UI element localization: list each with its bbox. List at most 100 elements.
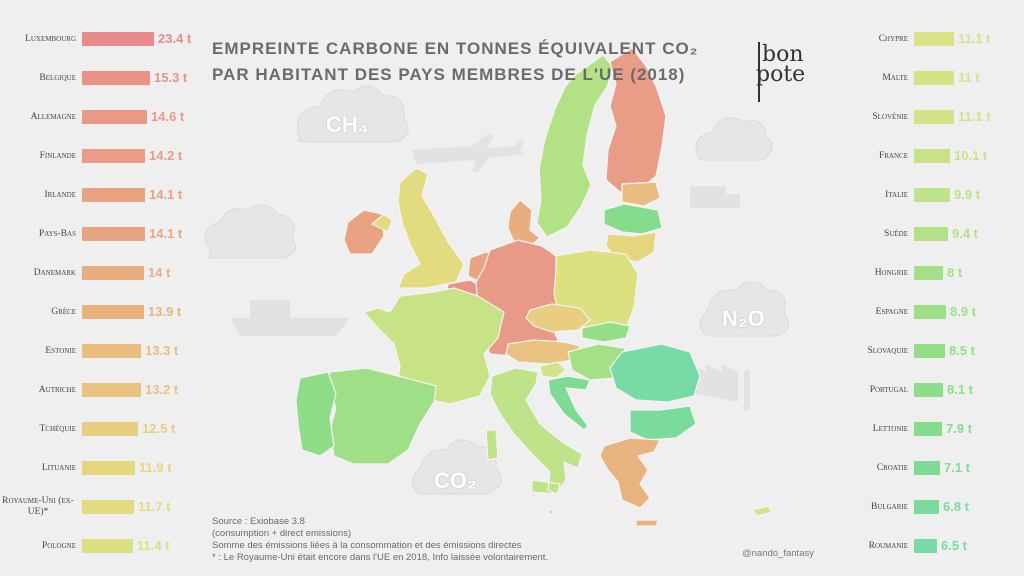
chart-title-line1: EMPREINTE CARBONE EN TONNES ÉQUIVALENT C…: [212, 39, 699, 58]
cloud-ch4-icon: [297, 85, 409, 143]
right-value-croatie: 7.1 t: [944, 460, 971, 475]
logo-line1: bon: [762, 42, 804, 67]
left-label-irlande: Irlande: [44, 190, 76, 200]
map-sweden: [536, 54, 614, 238]
right-label-roumanie: Roumanie: [868, 541, 908, 551]
cloud-co2-icon: [411, 439, 502, 495]
right-bar-roumanie: [914, 539, 937, 553]
right-value-espagne: 8.9 t: [950, 304, 977, 319]
source-line2: (consumption + direct emissions): [212, 528, 352, 539]
right-label-italie: Italie: [885, 190, 908, 200]
decorative-clouds: [204, 85, 789, 495]
right-bar-chypre: [914, 32, 954, 46]
left-label-luxembourg: Luxembourg: [25, 34, 76, 44]
right-label-france: France: [878, 151, 908, 161]
right-value-lettonie: 7.9 t: [946, 421, 973, 436]
map-denmark: [507, 199, 541, 247]
left-label-autriche: Autriche: [38, 385, 76, 395]
cloud-left-icon: [204, 204, 297, 259]
left-value-lituanie: 11.9 t: [139, 460, 172, 475]
map-estonia: [621, 181, 661, 207]
right-bar-italie: [914, 188, 950, 202]
source-note: Source : Exiobase 3.8 (consumption + dir…: [212, 516, 548, 564]
left-bar-royaume-uni-ex-ue: [82, 500, 134, 514]
left-value-royaume-uni-ex-ue: 11.7 t: [138, 499, 171, 514]
source-line1: Source : Exiobase 3.8: [212, 516, 305, 527]
left-value-estonie: 13.3 t: [145, 343, 179, 358]
left-bar-tchequie: [82, 422, 138, 436]
left-label-tchequie: Tchéquie: [39, 424, 76, 434]
right-label-bulgarie: Bulgarie: [870, 502, 908, 512]
gas-ch4-label: CH₄: [326, 112, 369, 137]
right-label-lettonie: Lettonie: [872, 424, 908, 434]
right-label-chypre: Chypre: [878, 34, 908, 44]
map-slovenia: [539, 361, 567, 379]
right-label-slovaquie: Slovaquie: [867, 346, 908, 356]
map-romania: [609, 343, 701, 403]
right-value-roumanie: 6.5 t: [941, 538, 968, 553]
right-bar-slovaquie: [914, 344, 945, 358]
left-label-royaume-uni-ex-ue: Royaume-Uni (ex-UE)*: [2, 496, 74, 517]
map-slovakia: [581, 321, 631, 343]
right-bar-portugal: [914, 383, 943, 397]
right-label-slovenie: Slovénie: [872, 112, 908, 122]
left-value-pays-bas: 14.1 t: [149, 226, 183, 241]
left-bar-luxembourg: [82, 32, 154, 46]
cloud-top-right-icon: [695, 117, 773, 161]
source-line4: * : Le Royaume-Uni était encore dans l'U…: [212, 552, 549, 563]
author-handle: @nando_fantasy: [742, 548, 814, 559]
left-bar-pologne: [82, 539, 133, 553]
airplane-icon: [412, 134, 524, 172]
left-bar-lituanie: [82, 461, 135, 475]
left-value-autriche: 13.2 t: [145, 382, 179, 397]
left-label-allemagne: Allemagne: [30, 112, 76, 122]
right-label-malte: Malte: [882, 73, 908, 83]
left-bar-grece: [82, 305, 144, 319]
right-value-portugal: 8.1 t: [947, 382, 974, 397]
left-value-luxembourg: 23.4 t: [158, 31, 192, 46]
right-label-suede: Suède: [884, 229, 908, 239]
bon-pote-logo: bon pote: [752, 42, 822, 102]
left-bar-pays-bas: [82, 227, 145, 241]
right-value-hongrie: 8 t: [947, 265, 963, 280]
map-ireland: [343, 209, 385, 255]
map-uk: [370, 167, 465, 289]
gas-co2-label: CO₂: [434, 468, 477, 493]
left-label-estonie: Estonie: [45, 346, 76, 356]
right-label-portugal: Portugal: [869, 385, 908, 395]
right-bar-espagne: [914, 305, 946, 319]
logo-stem: [758, 42, 760, 102]
right-value-bulgarie: 6.8 t: [943, 499, 970, 514]
right-label-espagne: Espagne: [875, 307, 908, 317]
left-value-danemark: 14 t: [148, 265, 171, 280]
factory-icon: [690, 364, 750, 410]
left-label-lituanie: Lituanie: [41, 463, 76, 473]
source-line3: Somme des émissions liées à la consommat…: [212, 540, 522, 551]
left-label-finlande: Finlande: [39, 151, 76, 161]
left-bar-allemagne: [82, 110, 147, 124]
left-value-tchequie: 12.5 t: [142, 421, 176, 436]
truck-icon: [690, 186, 726, 208]
right-value-france: 10.1 t: [954, 148, 988, 163]
map-bulgaria: [629, 405, 697, 441]
right-value-suede: 9.4 t: [952, 226, 979, 241]
right-label-hongrie: Hongrie: [874, 268, 908, 278]
left-bar-irlande: [82, 188, 145, 202]
right-bar-croatie: [914, 461, 940, 475]
map-croatia: [547, 375, 591, 431]
left-label-pays-bas: Pays-Bas: [38, 229, 76, 239]
eu-map: [295, 47, 773, 527]
left-label-belgique: Belgique: [39, 73, 76, 83]
left-bar-estonie: [82, 344, 141, 358]
right-value-malte: 11 t: [958, 70, 980, 85]
left-value-belgique: 15.3 t: [154, 70, 188, 85]
left-value-allemagne: 14.6 t: [151, 109, 185, 124]
right-bar-hongrie: [914, 266, 943, 280]
right-bar-suede: [914, 227, 948, 241]
left-label-grece: Grèce: [51, 307, 76, 317]
map-cyprus: [750, 505, 773, 517]
right-bar-malte: [914, 71, 954, 85]
right-value-slovaquie: 8.5 t: [949, 343, 976, 358]
ship-icon: [230, 300, 350, 336]
